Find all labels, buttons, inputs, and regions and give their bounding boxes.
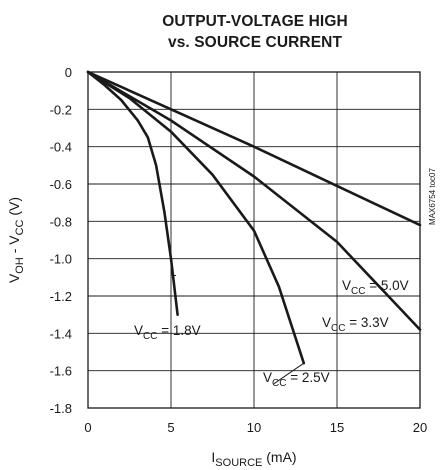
y-axis-label: VOH - VCC (V) — [6, 197, 26, 283]
y-tick-label: -0.6 — [50, 177, 72, 192]
series-line-3 — [86, 70, 179, 317]
y-tick-label: -1.0 — [50, 252, 72, 267]
x-tick-label: 0 — [84, 420, 91, 435]
x-tick-label: 10 — [247, 420, 261, 435]
figure-id-note: MAX6754 toc07 — [428, 168, 437, 225]
x-tick-label: 5 — [167, 420, 174, 435]
x-tick-label: 20 — [413, 420, 427, 435]
curve-label-2v5: VCC = 2.5V — [263, 370, 330, 389]
y-tick-label: -0.4 — [50, 140, 72, 155]
y-tick-label: 0 — [65, 65, 72, 80]
y-tick-label: -1.6 — [50, 364, 72, 379]
plot-frame — [87, 71, 421, 409]
y-tick-label: -0.2 — [50, 102, 72, 117]
series-lines — [86, 70, 422, 385]
y-tick-label: -1.2 — [50, 289, 72, 304]
tick-labels: 0 5 10 15 20 0 -0.2 -0.4 -0.6 -0.8 -1.0 -1.2 -1.4 -1.… — [50, 65, 428, 435]
y-tick-label: -1.8 — [50, 401, 72, 416]
series-line-0 — [86, 70, 422, 227]
series-line-1 — [86, 70, 422, 331]
chart-title-line-1: OUTPUT-VOLTAGE HIGH — [162, 13, 348, 30]
x-axis-label: ISOURCE (mA) — [211, 449, 296, 469]
y-tick-label: -1.4 — [50, 326, 72, 341]
chart-title-line-2: vs. SOURCE CURRENT — [167, 34, 343, 51]
curve-label-1v8: VCC = 1.8V — [134, 323, 201, 342]
leader-2v5 — [273, 362, 305, 385]
curve-label-3v3: VCC = 3.3V — [322, 315, 389, 334]
y-tick-label: -0.8 — [50, 214, 72, 229]
curve-label-5v: VCC = 5.0V — [342, 278, 409, 297]
x-tick-label: 15 — [330, 420, 344, 435]
series-line-2 — [86, 70, 306, 365]
